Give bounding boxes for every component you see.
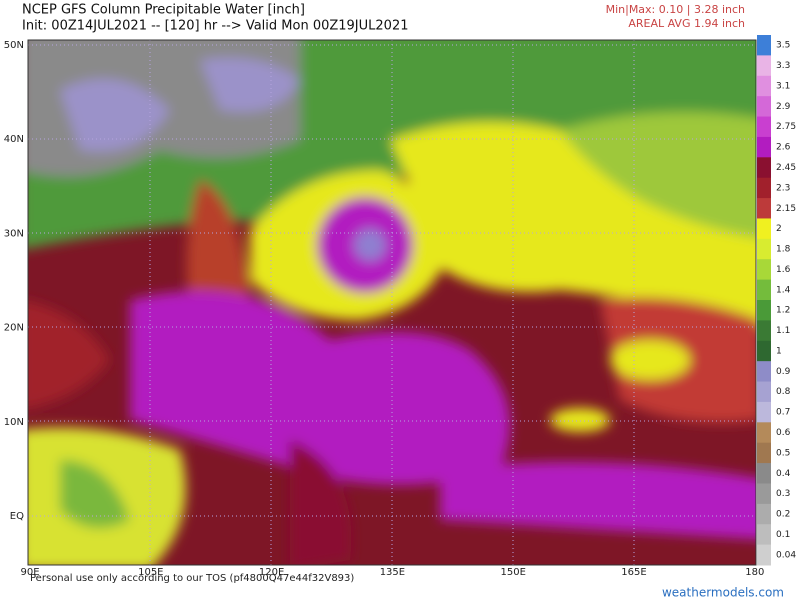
- colorbar-swatch: [757, 35, 771, 56]
- colorbar-label: 2: [776, 224, 782, 234]
- colorbar-label: 0.4: [776, 469, 791, 479]
- colorbar-swatch: [757, 116, 771, 138]
- min-max: Min|Max: 0.10 | 3.28 inch: [606, 3, 745, 16]
- colorbar-label: 3.3: [776, 61, 790, 71]
- colorbar-swatch: [757, 279, 771, 301]
- lat-label: 50N: [4, 40, 24, 51]
- colorbar-label: 0.2: [776, 510, 790, 520]
- lon-labels: 90E 105E 120E 135E 150E 165E 180: [20, 567, 764, 578]
- disclaimer: Personal use only according to our TOS (…: [30, 573, 354, 584]
- colorbar-label: 1.4: [776, 285, 791, 295]
- colorbar-label: 0.7: [776, 408, 790, 418]
- lon-label: 120E: [259, 567, 284, 578]
- colorbar-swatch: [757, 483, 771, 505]
- colorbar: 3.5 3.3 3.1 2.9 2.75 2.6 2.45 2.3 2.15 2 1.8 1.6 1.4…: [757, 35, 796, 566]
- title: NCEP GFS Column Precipitable Water [inch…: [22, 3, 305, 18]
- subtitle: Init: 00Z14JUL2021 -- [120] hr --> Valid…: [22, 19, 408, 34]
- lon-label: 105E: [138, 567, 163, 578]
- colorbar-swatch: [757, 96, 771, 118]
- colorbar-swatch: [757, 320, 771, 342]
- colorbar-swatch: [757, 198, 771, 219]
- colorbar-swatch: [757, 300, 771, 321]
- colorbar-swatch: [757, 136, 771, 158]
- colorbar-label: 0.9: [776, 367, 791, 377]
- colorbar-swatch: [757, 55, 771, 77]
- colorbar-swatch: [757, 463, 771, 484]
- colorbar-label: 0.04: [776, 550, 796, 560]
- colorbar-label: 1.8: [776, 245, 791, 255]
- colorbar-swatch: [757, 238, 771, 260]
- colorbar-label: 2.45: [776, 163, 796, 173]
- colorbar-label: 0.1: [776, 530, 790, 540]
- colorbar-swatch: [757, 422, 771, 444]
- colorbar-label: 2.75: [776, 122, 796, 132]
- lat-label: 10N: [4, 417, 24, 428]
- colorbar-swatch: [757, 442, 771, 464]
- lon-label: 150E: [500, 567, 525, 578]
- colorbar-label: 0.6: [776, 428, 791, 438]
- colorbar-swatch: [757, 401, 771, 423]
- credit: weathermodels.com: [662, 586, 784, 600]
- colorbar-label: 3.5: [776, 41, 790, 51]
- colorbar-label: 1.2: [776, 306, 790, 316]
- colorbar-swatch: [757, 544, 771, 566]
- colorbar-label: 2.6: [776, 143, 791, 153]
- colorbar-swatch: [757, 218, 771, 240]
- lon-label: 165E: [621, 567, 646, 578]
- colorbar-swatch: [757, 340, 771, 362]
- colorbar-label: 0.3: [776, 489, 790, 499]
- colorbar-label: 2.9: [776, 102, 791, 112]
- colorbar-swatch: [757, 75, 771, 97]
- lat-label: 20N: [4, 323, 24, 334]
- areal-avg: AREAL AVG 1.94 inch: [628, 17, 745, 30]
- colorbar-swatch: [757, 177, 771, 199]
- colorbar-label: 1: [776, 346, 782, 356]
- lon-label: 90E: [20, 567, 39, 578]
- colorbar-label: 2.3: [776, 183, 790, 193]
- colorbar-label: 0.8: [776, 387, 791, 397]
- colorbar-swatch: [757, 524, 771, 546]
- map-field: [28, 40, 756, 565]
- colorbar-swatch: [757, 381, 771, 403]
- colorbar-swatch: [757, 503, 771, 525]
- colorbar-label: 1.1: [776, 326, 790, 336]
- colorbar-label: 1.6: [776, 265, 791, 275]
- lat-label: 30N: [4, 228, 24, 239]
- colorbar-label: 3.1: [776, 81, 790, 91]
- lat-label: 40N: [4, 134, 24, 145]
- colorbar-label: 2.15: [776, 204, 796, 214]
- lat-labels: 50N 40N 30N 20N 10N EQ: [4, 40, 24, 522]
- colorbar-swatch: [757, 259, 771, 281]
- lon-label: 180: [745, 567, 764, 578]
- lon-label: 135E: [380, 567, 405, 578]
- lat-label: EQ: [10, 511, 24, 522]
- colorbar-swatch: [757, 361, 771, 383]
- colorbar-swatch: [757, 157, 771, 179]
- colorbar-label: 0.5: [776, 448, 790, 458]
